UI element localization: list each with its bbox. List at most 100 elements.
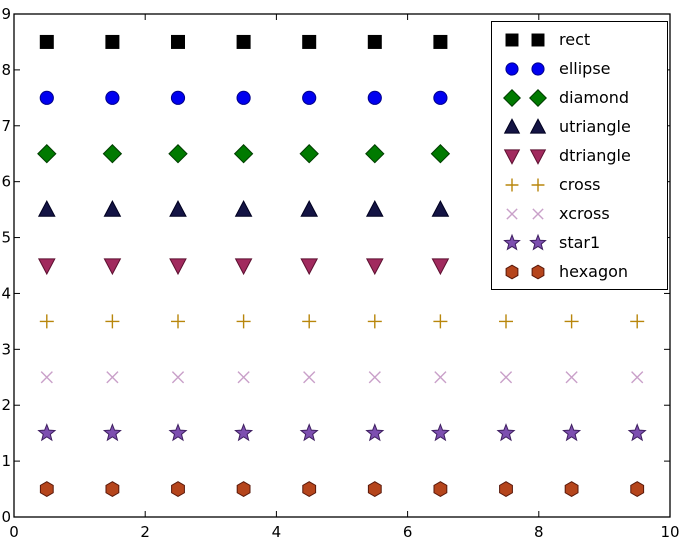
marker-x — [368, 371, 381, 384]
legend-marker-diamond — [503, 88, 547, 107]
legend-marker-xcross — [506, 207, 544, 220]
y-tick-label: 8 — [1, 61, 11, 79]
marker-triangle-down — [503, 148, 521, 165]
legend-label-ellipse: ellipse — [559, 59, 611, 78]
marker-diamond — [529, 88, 547, 107]
marker-triangle-down — [431, 258, 450, 276]
legend-label-star1: star1 — [559, 233, 601, 252]
x-tick-label: 6 — [403, 523, 413, 541]
marker-triangle-down — [365, 258, 384, 276]
marker-hexagon — [236, 481, 251, 498]
marker-diamond — [168, 144, 188, 164]
marker-x — [565, 371, 578, 384]
marker-star — [234, 423, 254, 442]
marker-hexagon — [531, 264, 545, 279]
marker-star — [168, 423, 188, 442]
marker-square — [39, 34, 54, 49]
marker-x — [631, 371, 644, 384]
marker-hexagon — [39, 481, 54, 498]
x-tick-label: 8 — [534, 523, 544, 541]
marker-circle — [367, 90, 382, 105]
marker-square — [171, 34, 185, 49]
marker-x — [506, 207, 518, 220]
legend-label-diamond: diamond — [559, 88, 630, 107]
marker-x — [532, 207, 544, 220]
marker-diamond — [299, 144, 319, 164]
legend-entry-dtriangle: dtriangle — [492, 141, 667, 170]
y-tick-label: 2 — [1, 396, 11, 414]
marker-square — [505, 33, 519, 46]
marker-triangle-down — [529, 148, 547, 165]
marker-hexagon — [367, 481, 382, 498]
marker-star — [299, 423, 319, 442]
marker-triangle-down — [103, 258, 122, 276]
marker-plus — [236, 314, 251, 329]
marker-star — [365, 423, 385, 442]
marker-diamond — [233, 144, 254, 164]
legend-entry-hexagon: hexagon — [492, 257, 667, 286]
marker-x — [434, 371, 447, 384]
legend-entry-ellipse: ellipse — [492, 54, 667, 83]
marker-diamond — [503, 88, 521, 107]
marker-star — [562, 423, 582, 442]
marker-x — [40, 371, 53, 384]
marker-plus — [499, 314, 513, 329]
marker-x — [237, 371, 250, 384]
marker-hexagon — [630, 481, 645, 498]
marker-hexagon — [564, 481, 579, 498]
marker-hexagon — [499, 481, 513, 498]
marker-triangle-up — [503, 117, 521, 134]
marker-plus — [564, 314, 579, 329]
marker-diamond — [102, 144, 123, 164]
y-tick-label: 6 — [1, 173, 11, 191]
marker-circle — [170, 90, 186, 105]
marker-star — [529, 233, 547, 251]
legend-label-utriangle: utriangle — [559, 117, 631, 136]
legend-entry-star1: star1 — [492, 228, 667, 257]
marker-hexagon — [505, 264, 519, 279]
marker-triangle-up — [169, 200, 187, 217]
marker-star — [430, 423, 450, 442]
x-tick-label: 10 — [660, 523, 679, 541]
marker-circle — [105, 90, 120, 105]
marker-circle — [433, 90, 448, 105]
y-tick-label: 1 — [1, 452, 11, 470]
marker-plus — [630, 314, 645, 329]
y-tick-label: 3 — [1, 340, 11, 358]
marker-star — [102, 423, 122, 442]
marker-hexagon — [433, 481, 448, 498]
marker-triangle-down — [169, 258, 187, 276]
marker-diamond — [430, 144, 451, 164]
marker-triangle-up — [234, 200, 253, 217]
marker-plus — [433, 314, 448, 329]
marker-square — [433, 34, 448, 49]
marker-plus — [171, 314, 185, 329]
x-tick-label: 2 — [140, 523, 150, 541]
marker-triangle-up — [365, 200, 384, 217]
marker-triangle-up — [529, 117, 547, 134]
marker-square — [236, 34, 251, 49]
y-tick-label: 9 — [1, 5, 11, 23]
legend: rect ellipse diamond utriangle dtriangle cros… — [491, 21, 668, 290]
legend-label-xcross: xcross — [559, 204, 610, 223]
legend-marker-hexagon — [505, 264, 545, 279]
marker-square — [302, 34, 317, 49]
marker-triangle-up — [103, 200, 122, 217]
marker-hexagon — [171, 481, 185, 498]
marker-hexagon — [105, 481, 120, 498]
legend-marker-ellipse — [505, 61, 545, 76]
legend-marker-dtriangle — [503, 148, 547, 165]
legend-marker-rect — [505, 33, 545, 46]
marker-diamond — [365, 144, 385, 164]
marker-circle — [302, 90, 317, 105]
marker-star — [503, 233, 521, 251]
marker-x — [106, 371, 119, 384]
marker-circle — [39, 90, 54, 105]
marker-square — [367, 34, 382, 49]
legend-label-rect: rect — [559, 30, 591, 49]
marker-plus — [302, 314, 317, 329]
marker-plus — [505, 178, 519, 191]
x-tick-label: 4 — [272, 523, 282, 541]
marker-x — [499, 371, 513, 384]
y-tick-label: 7 — [1, 117, 11, 135]
